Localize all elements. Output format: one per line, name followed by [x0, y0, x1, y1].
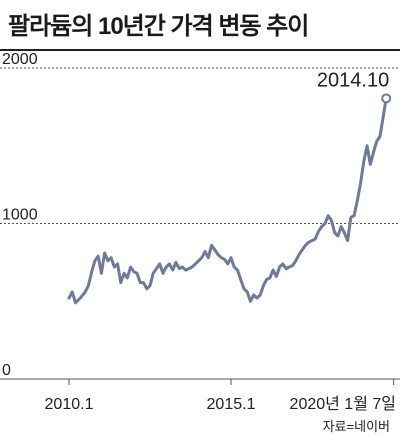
y-tick-label: 0 — [2, 362, 11, 379]
y-tick-label: 2000 — [2, 51, 38, 68]
endpoint-marker — [381, 93, 392, 104]
x-tick-label: 2010.1 — [45, 396, 94, 413]
x-tick-label: 2020년 1월 7일 — [290, 395, 396, 413]
chart-title: 팔라듐의 10년간 가격 변동 추이 — [8, 13, 309, 40]
x-tick-label: 2015.1 — [207, 396, 256, 413]
endpoint-label: 2014.10 — [317, 69, 389, 91]
y-tick-label: 1000 — [2, 207, 38, 224]
title-divider — [0, 49, 400, 51]
price-line — [67, 96, 388, 305]
source-note: 자료=네이버 — [322, 419, 390, 434]
